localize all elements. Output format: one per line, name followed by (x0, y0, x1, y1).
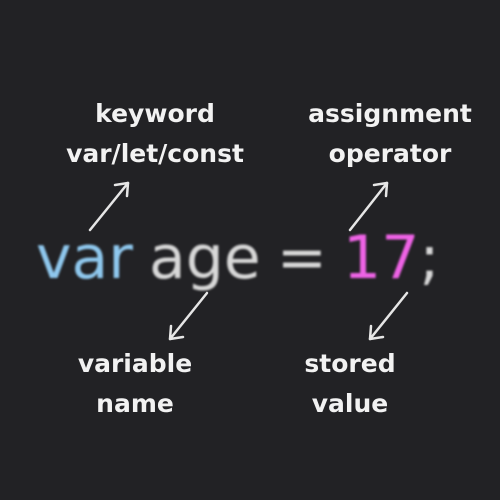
code-assignment-operator: = (276, 223, 328, 293)
code-value: 17 (343, 223, 420, 293)
variable-label-line2: name (96, 389, 174, 418)
code-variable-name: age (148, 223, 261, 293)
code-statement: var age = 17; (36, 208, 440, 308)
code-keyword: var (36, 223, 133, 293)
keyword-label: keyword var/let/const (55, 94, 255, 174)
assignment-label-line1: assignment (308, 99, 472, 128)
keyword-label-line1: keyword (95, 99, 215, 128)
assignment-label-line2: operator (328, 139, 452, 168)
code-terminator: ; (419, 223, 440, 293)
stored-label-line1: stored (304, 349, 396, 378)
keyword-label-line2: var/let/const (66, 139, 244, 168)
variable-label-line1: variable (77, 349, 193, 378)
stored-label-line2: value (311, 389, 389, 418)
assignment-operator-label: assignment operator (290, 94, 490, 174)
stored-value-label: stored value (260, 344, 440, 424)
variable-name-label: variable name (45, 344, 225, 424)
